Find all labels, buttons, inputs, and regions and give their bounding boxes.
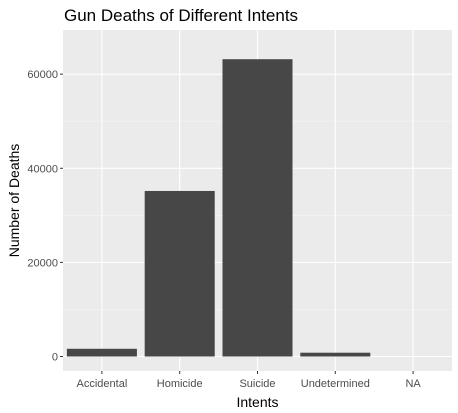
x-tick-label: Undetermined	[301, 378, 370, 390]
y-tick-label: 40000	[27, 163, 58, 175]
chart-title: Gun Deaths of Different Intents	[64, 6, 298, 25]
x-axis-ticks: Accidental Homicide Suicide Undetermined NA	[77, 371, 421, 390]
y-axis-ticks: 0 20000 40000 60000	[27, 69, 63, 364]
y-tick-label: 60000	[27, 69, 58, 81]
y-axis-title: Number of Deaths	[6, 144, 22, 258]
bar-suicide	[222, 59, 293, 357]
y-tick-label: 20000	[27, 257, 58, 269]
bar-undetermined	[300, 352, 371, 357]
x-tick-label: Homicide	[157, 378, 203, 390]
x-tick-label: Accidental	[77, 378, 128, 390]
x-tick-label: NA	[405, 378, 421, 390]
bar-homicide	[144, 190, 215, 357]
y-tick-label: 0	[52, 352, 58, 364]
bar-accidental	[66, 348, 137, 357]
x-axis-title: Intents	[236, 394, 278, 410]
bars	[66, 59, 449, 357]
x-tick-label: Suicide	[239, 378, 275, 390]
